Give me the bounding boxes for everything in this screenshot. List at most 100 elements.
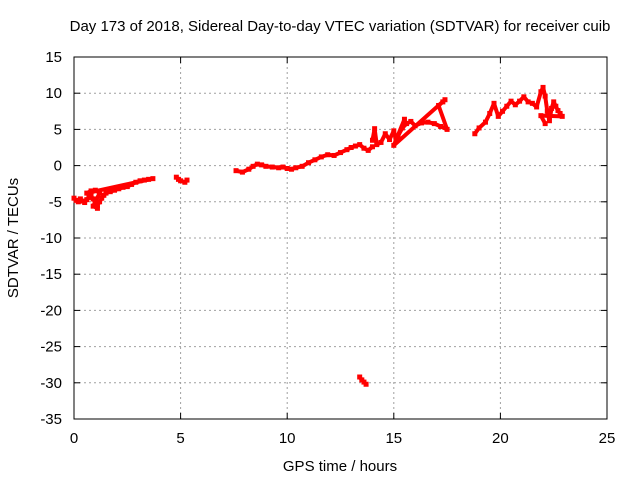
data-series (369, 97, 450, 148)
data-trace (235, 168, 243, 175)
y-tick-label: -15 (40, 266, 62, 283)
data-trace (97, 197, 104, 203)
data-trace (301, 160, 310, 169)
data-trace (433, 121, 442, 129)
data-trace (260, 162, 267, 169)
data-trace (87, 194, 93, 200)
x-tick-label: 5 (176, 430, 184, 447)
data-trace (272, 165, 279, 170)
data-trace (554, 105, 560, 112)
data-trace (320, 152, 329, 159)
data-trace (363, 146, 370, 153)
data-trace (362, 380, 368, 386)
data-trace (427, 120, 435, 126)
data-trace (174, 175, 180, 181)
data-trace (375, 140, 382, 147)
data-trace (372, 128, 379, 145)
data-trace (354, 142, 361, 148)
data-trace (527, 99, 534, 106)
data-trace (556, 109, 562, 115)
data-series (357, 374, 369, 387)
data-trace (177, 177, 182, 183)
data-trace (83, 198, 89, 204)
data-trace (94, 188, 101, 195)
data-trace (436, 104, 449, 131)
data-trace (122, 184, 128, 190)
data-trace (509, 99, 517, 107)
y-tick-label: -35 (40, 411, 62, 428)
x-tick-label: 25 (599, 430, 616, 447)
data-trace (92, 204, 99, 211)
data-trace (327, 152, 335, 158)
data-trace (539, 114, 547, 125)
data-trace (85, 189, 92, 195)
data-trace (483, 112, 492, 124)
data-trace (282, 165, 288, 171)
data-trace (541, 86, 548, 97)
data-trace (477, 120, 487, 130)
data-trace (81, 199, 86, 205)
data-trace (345, 145, 353, 152)
data-trace (183, 178, 189, 184)
data-trace (118, 185, 124, 191)
y-tick-label: -25 (40, 339, 62, 356)
y-tick-label: -20 (40, 302, 62, 319)
data-points (71, 84, 565, 387)
data-trace (360, 378, 366, 384)
y-tick-label: 0 (54, 158, 62, 175)
data-trace (358, 375, 364, 382)
data-trace (278, 165, 284, 170)
data-trace (241, 167, 250, 174)
data-trace (358, 143, 366, 150)
data-trace (100, 194, 106, 200)
data-trace (543, 95, 550, 112)
x-axis-label: GPS time / hours (283, 458, 397, 475)
data-trace (265, 164, 273, 170)
data-trace (473, 126, 481, 135)
data-trace (90, 188, 96, 193)
data-trace (514, 99, 521, 107)
data-trace (72, 196, 78, 202)
data-trace (314, 155, 323, 162)
y-tick-label: -30 (40, 375, 62, 392)
data-trace (421, 120, 429, 125)
x-tick-label: 10 (279, 430, 296, 447)
x-tick-label: 15 (385, 430, 402, 447)
data-trace (540, 113, 563, 119)
data-series (173, 174, 190, 185)
data-trace (75, 198, 80, 204)
data-trace (109, 188, 116, 194)
y-tick-label: 15 (45, 49, 62, 66)
x-tick-label: 0 (70, 430, 78, 447)
data-trace (522, 95, 530, 104)
data-series (71, 176, 156, 211)
data-trace (89, 194, 95, 201)
data-trace (534, 91, 543, 108)
data-series (233, 142, 375, 175)
data-trace (78, 197, 84, 203)
chart-title: Day 173 of 2018, Sidereal Day-to-day VTE… (70, 18, 611, 35)
data-trace (501, 104, 509, 113)
data-trace (252, 162, 259, 169)
data-trace (286, 166, 292, 172)
y-tick-label: -10 (40, 230, 62, 247)
data-trace (85, 196, 91, 202)
y-axis-label: SDTVAR / TECUs (5, 178, 22, 298)
data-trace (257, 162, 262, 167)
y-tick-label: 10 (45, 85, 62, 102)
data-trace (551, 101, 558, 108)
data-trace (333, 150, 342, 158)
data-trace (339, 147, 348, 155)
data-trace (496, 110, 505, 118)
data-trace (405, 119, 412, 126)
data-trace (247, 164, 255, 171)
y-tick-label: 5 (54, 121, 62, 138)
data-trace (105, 189, 111, 196)
data-trace (366, 145, 374, 152)
x-tick-label: 20 (492, 430, 509, 447)
data-trace (179, 178, 186, 185)
grid (74, 57, 607, 419)
data-trace (102, 191, 108, 197)
y-tick-label: -5 (49, 194, 62, 211)
